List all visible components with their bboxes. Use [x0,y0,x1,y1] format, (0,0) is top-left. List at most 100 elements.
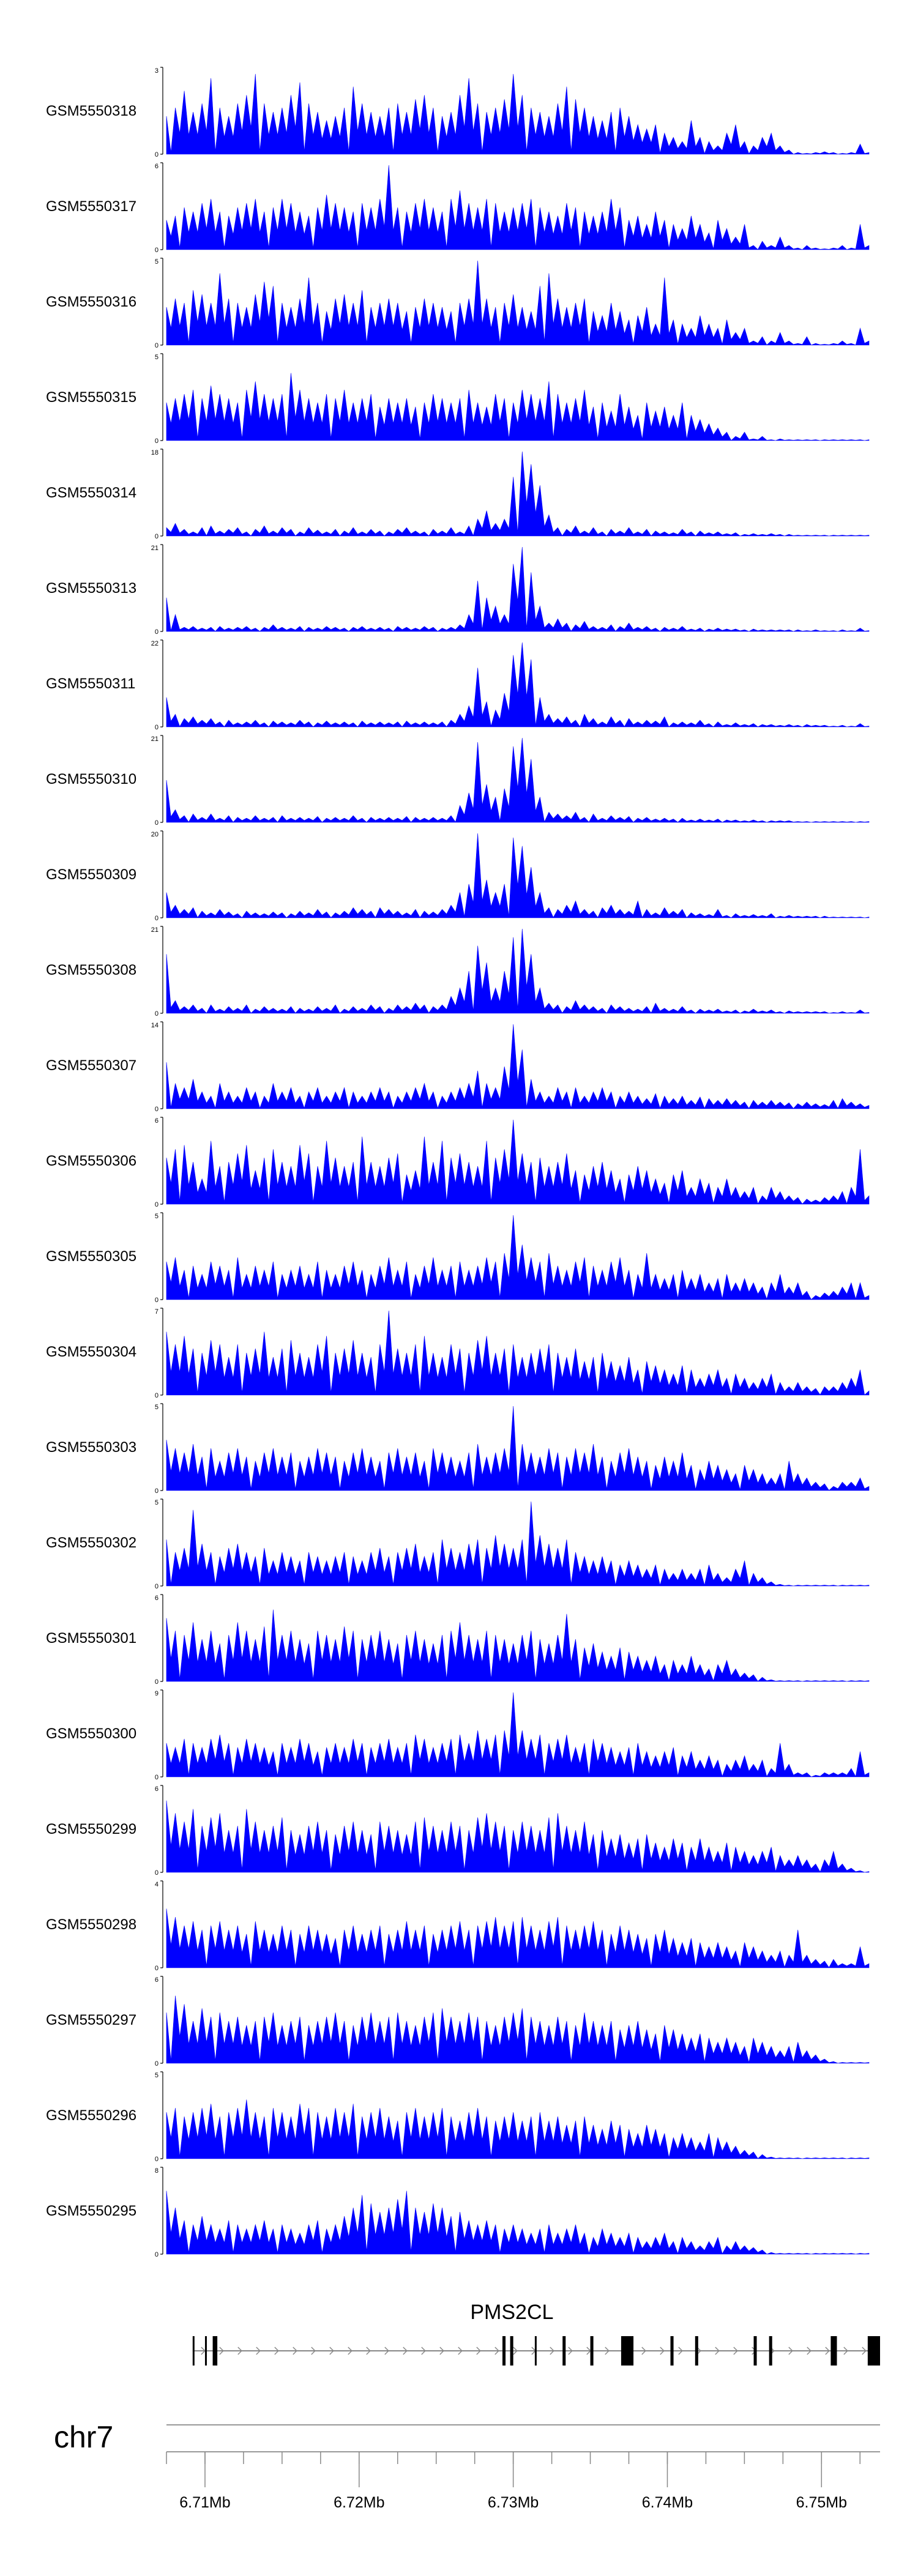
strand-arrow [274,2347,279,2355]
y-tick-label-max: 3 [155,67,159,75]
chromosome-axis: chr7 6.71Mb 6.72Mb 6.73Mb 6.74Mb 6.75Mb [54,2420,880,2511]
strand-arrow [311,2347,316,2355]
track-GSM5550304: GSM5550304 7 0 [46,1308,870,1399]
track-GSM5550300: GSM5550300 9 0 [46,1689,870,1781]
strand-arrow [439,2347,444,2355]
exon [212,2336,218,2366]
exon [192,2336,195,2366]
coverage-area [166,373,870,441]
strand-arrow [678,2347,683,2355]
track-GSM5550317: GSM5550317 6 0 [46,162,870,254]
y-tick-label-min: 0 [155,2251,159,2258]
strand-arrow [293,2347,297,2355]
track-GSM5550309: GSM5550309 20 0 [46,830,870,922]
coverage-area [166,1310,870,1396]
x-tick-label: 6.73Mb [488,2494,539,2511]
y-tick-label-min: 0 [155,437,159,445]
track-GSM5550314: GSM5550314 18 0 [46,449,870,540]
strand-arrow [641,2347,646,2355]
coverage-area [166,73,870,155]
coverage-area [166,928,870,1014]
coverage-area [166,1119,870,1205]
track-GSM5550315: GSM5550315 5 0 [46,353,870,445]
track-GSM5550297: GSM5550297 6 0 [46,1976,870,2068]
track-GSM5550310: GSM5550310 21 0 [46,735,870,827]
strand-arrow [788,2347,793,2355]
y-tick-label-max: 5 [155,1499,159,1506]
track-label: GSM5550316 [46,294,136,310]
y-tick-label-max: 6 [155,1785,159,1793]
y-tick-label-min: 0 [155,1201,159,1208]
track-label: GSM5550317 [46,198,136,215]
strand-arrow [366,2347,371,2355]
track-label: GSM5550303 [46,1439,136,1456]
y-tick-label-min: 0 [155,151,159,158]
track-GSM5550318: GSM5550318 3 0 [46,67,870,158]
track-label: GSM5550299 [46,1821,136,1837]
strand-arrow [568,2347,573,2355]
coverage-area [166,260,870,346]
track-label: GSM5550307 [46,1057,136,1074]
exon [204,2336,207,2366]
strand-arrow [843,2347,848,2355]
y-tick-label-max: 21 [151,545,159,552]
track-label: GSM5550309 [46,866,136,883]
strand-arrow [733,2347,738,2355]
coverage-area [166,1908,870,1968]
strand-arrow [476,2347,481,2355]
coverage-area [166,1692,870,1778]
track-GSM5550298: GSM5550298 4 0 [46,1880,870,1972]
track-label: GSM5550314 [46,485,136,501]
track-label: GSM5550297 [46,2012,136,2028]
track-label: GSM5550302 [46,1535,136,1551]
y-tick-label-max: 14 [151,1022,159,1029]
coverage-tracks: GSM555031830GSM555031760GSM555031650GSM5… [46,67,870,2258]
exon [590,2336,594,2366]
y-tick-label-max: 18 [151,449,159,456]
coverage-area [166,2099,870,2159]
coverage-area [166,1215,870,1300]
y-tick-label-min: 0 [155,1392,159,1399]
y-tick-label-max: 20 [151,831,159,838]
y-tick-label-min: 0 [155,1106,159,1113]
y-tick-label-max: 7 [155,1308,159,1316]
y-tick-label-max: 6 [155,1976,159,1984]
x-tick-label: 6.74Mb [642,2494,693,2511]
track-label: GSM5550318 [46,103,136,119]
coverage-area [166,165,870,250]
y-tick-label-min: 0 [155,1297,159,1304]
y-tick-label-min: 0 [155,724,159,731]
track-GSM5550301: GSM5550301 6 0 [46,1594,870,1686]
coverage-area [166,642,870,728]
strand-arrow [329,2347,334,2355]
y-tick-label-min: 0 [155,1678,159,1686]
track-GSM5550308: GSM5550308 21 0 [46,926,870,1018]
x-tick-label: 6.72Mb [334,2494,384,2511]
exon [670,2336,674,2366]
exon [695,2336,698,2366]
y-tick-label-max: 22 [151,640,159,647]
track-GSM5550305: GSM5550305 5 0 [46,1212,870,1304]
coverage-area [166,546,870,632]
coverage-area [166,1609,870,1682]
y-tick-label-max: 5 [155,1404,159,1411]
track-label: GSM5550298 [46,1916,136,1933]
strand-arrow [513,2347,518,2355]
chromosome-label: chr7 [54,2420,113,2454]
coverage-area [166,833,870,918]
track-label: GSM5550308 [46,962,136,978]
gene-model-PMS2CL: PMS2CL [192,2301,880,2366]
track-GSM5550303: GSM5550303 5 0 [46,1403,870,1495]
y-tick-label-max: 9 [155,1690,159,1697]
y-tick-label-min: 0 [155,915,159,922]
y-tick-label-min: 0 [155,628,159,636]
y-tick-label-max: 8 [155,2167,159,2175]
strand-arrow [421,2347,426,2355]
track-GSM5550299: GSM5550299 6 0 [46,1785,870,1877]
strand-arrow [660,2347,665,2355]
coverage-area [166,1405,870,1491]
coverage-area [166,737,870,823]
exon [753,2336,757,2366]
strand-arrow [807,2347,812,2355]
